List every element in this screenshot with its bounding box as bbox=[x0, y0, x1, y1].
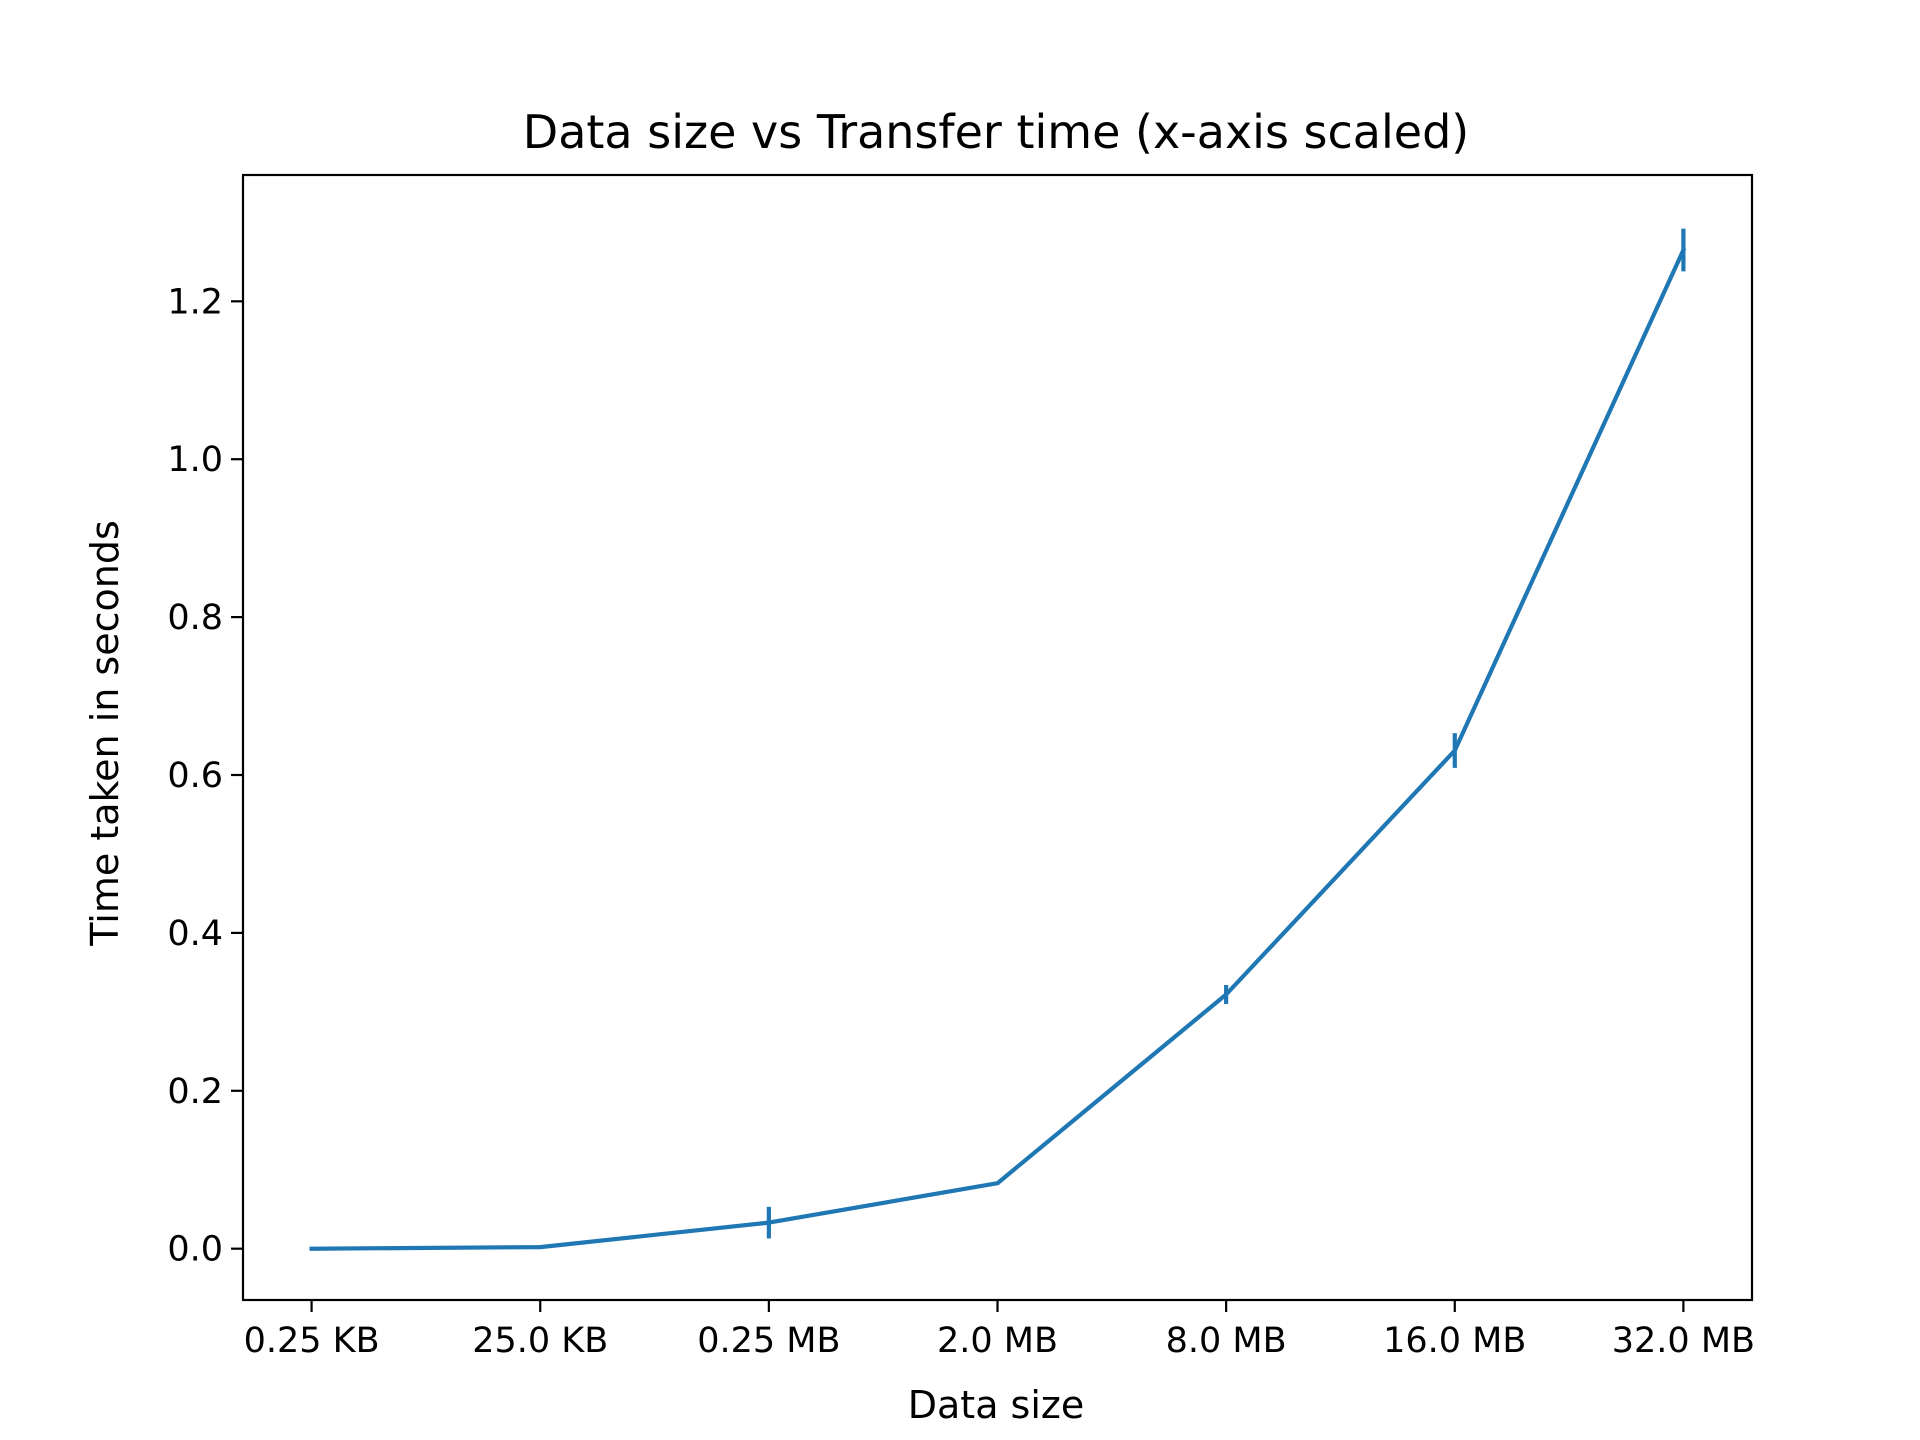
y-tick-label: 0.2 bbox=[167, 1072, 223, 1112]
plot-area: 0.0 0.2 0.4 0.6 0.8 1.0 1.2 0.25 KB 25.0 KB 0.25 … bbox=[167, 173, 1755, 1361]
y-tick-label: 1.2 bbox=[167, 282, 223, 322]
y-axis-title: Time taken in seconds bbox=[83, 520, 127, 947]
x-tick-label: 0.25 KB bbox=[244, 1321, 380, 1361]
y-tick-label: 0.4 bbox=[167, 914, 223, 954]
x-tick-label: 0.25 MB bbox=[697, 1321, 840, 1361]
series-line bbox=[309, 247, 1687, 1251]
y-tick-label: 0.6 bbox=[167, 756, 223, 796]
x-tick-label: 8.0 MB bbox=[1166, 1321, 1287, 1361]
x-axis-title: Data size bbox=[908, 1383, 1085, 1427]
axes-frame bbox=[241, 173, 1754, 1302]
chart-title: Data size vs Transfer time (x-axis scale… bbox=[523, 105, 1469, 159]
x-tick-label: 25.0 KB bbox=[472, 1321, 608, 1361]
x-tick-label: 16.0 MB bbox=[1383, 1321, 1526, 1361]
x-tick-label: 2.0 MB bbox=[937, 1321, 1058, 1361]
x-tick-label: 32.0 MB bbox=[1612, 1321, 1755, 1361]
y-tick-label: 1.0 bbox=[167, 440, 223, 480]
y-tick-label: 0.8 bbox=[167, 598, 223, 638]
y-tick-label: 0.0 bbox=[167, 1230, 223, 1270]
